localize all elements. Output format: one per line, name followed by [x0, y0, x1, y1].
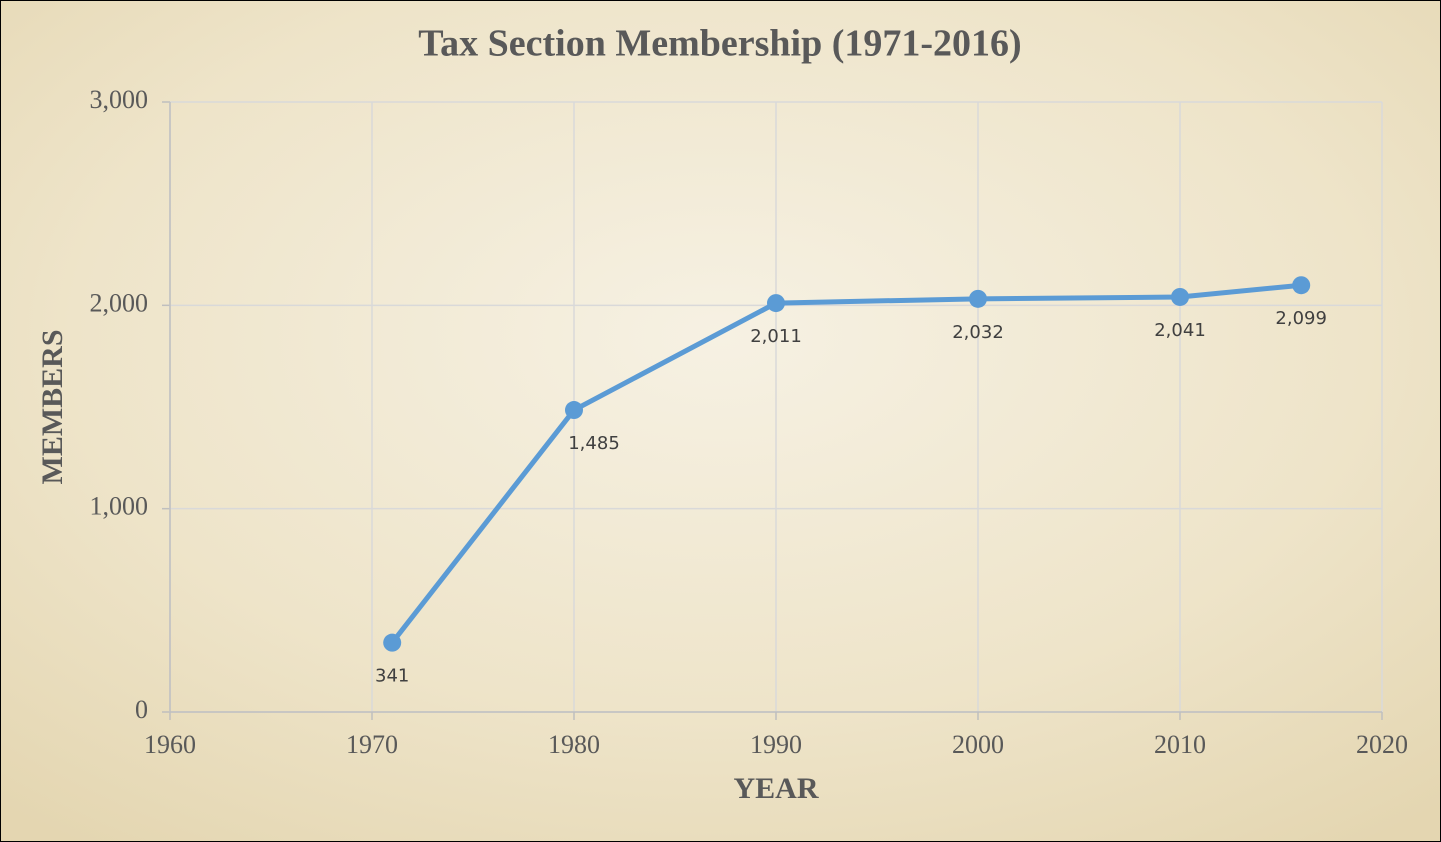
data-point [1292, 276, 1311, 295]
data-label: 2,099 [1275, 308, 1327, 329]
data-point [383, 633, 402, 652]
data-point [767, 294, 785, 313]
data-label: 2,041 [1154, 320, 1206, 341]
y-tick-label: 0 [135, 695, 148, 724]
y-tick-label: 2,000 [90, 288, 149, 317]
data-label: 2,032 [952, 322, 1004, 343]
y-tick-label: 3,000 [90, 85, 149, 114]
x-tick-label: 2020 [1356, 730, 1408, 759]
data-point [1171, 287, 1189, 306]
x-axis-title: YEAR [733, 772, 818, 805]
data-line [390, 282, 1302, 645]
x-tick-label: 1990 [750, 730, 802, 759]
y-tick-label: 1,000 [90, 492, 149, 521]
data-label: 341 [375, 666, 409, 687]
data-point [565, 401, 583, 420]
data-label: 1,485 [568, 433, 620, 454]
data-label: 2,011 [750, 326, 802, 347]
x-tick-label: 2000 [952, 730, 1004, 759]
chart-title: Tax Section Membership (1971-2016) [418, 23, 1021, 65]
x-tick-label: 1980 [548, 730, 600, 759]
x-tick-label: 1970 [346, 730, 398, 759]
x-tick-label: 2010 [1154, 730, 1206, 759]
x-tick-label: 1960 [144, 730, 196, 759]
data-point [969, 289, 987, 308]
y-axis-title: MEMBERS [36, 329, 69, 484]
